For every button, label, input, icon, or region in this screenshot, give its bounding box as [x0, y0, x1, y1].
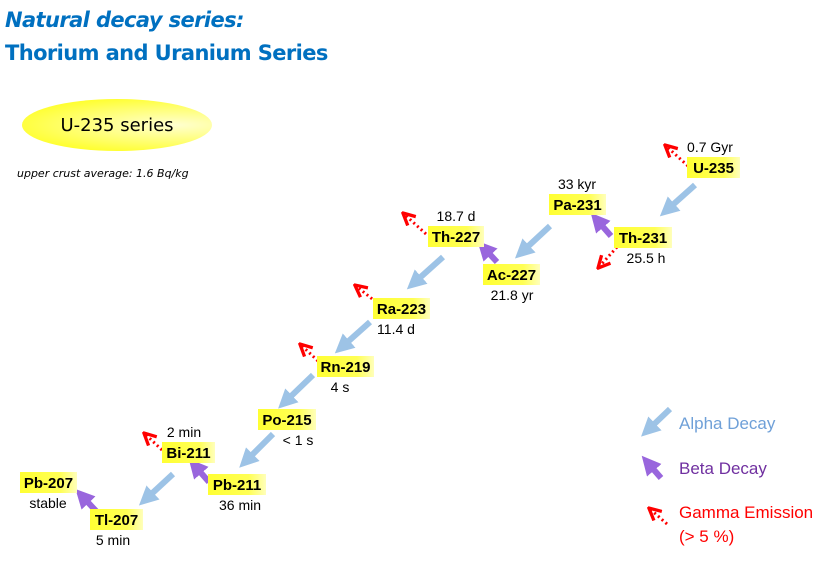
nuclide-label-box — [549, 194, 606, 215]
alpha-decay-arrow — [138, 471, 176, 506]
nuclide-rn-219: Rn-219 4 s — [317, 356, 374, 395]
alpha-decay-arrow — [659, 182, 697, 217]
nuclide-name: Po-215 — [262, 412, 311, 429]
nuclide-name: Pa-231 — [553, 197, 601, 214]
alpha-decay-arrow — [406, 254, 446, 290]
legend: Alpha Decay Beta Decay Gamma Emission (>… — [641, 406, 813, 546]
nuclide-name: Ra-223 — [377, 301, 426, 318]
half-life: 18.7 d — [437, 208, 476, 224]
gamma-emission-arrow — [145, 434, 164, 452]
half-life: 5 min — [96, 532, 130, 548]
nuclide-u-235: U-235 0.7 Gyr — [687, 139, 740, 178]
half-life: 25.5 h — [627, 250, 666, 266]
legend-alpha-arrow — [641, 406, 673, 437]
title-line-2: Thorium and Uranium Series — [5, 41, 328, 65]
gamma-emission-arrow — [356, 286, 377, 304]
nuclide-label-box — [317, 356, 374, 377]
nuclide-bi-211: Bi-211 2 min — [162, 424, 215, 463]
half-life: stable — [29, 495, 67, 511]
alpha-decay-arrow — [278, 372, 316, 409]
legend-gamma-label: Gamma Emission — [679, 503, 813, 522]
gamma-emission-arrow — [599, 245, 619, 267]
nuclide-label-box — [687, 157, 740, 178]
legend-gamma-note: (> 5 %) — [679, 527, 734, 546]
gamma-emission-arrow — [666, 146, 690, 168]
title-line-1: Natural decay series: — [5, 8, 244, 32]
nuclide-pb-207: Pb-207 stable — [20, 472, 77, 511]
nuclide-name: Th-227 — [432, 229, 480, 246]
nuclide-tl-207: Tl-207 5 min — [90, 509, 143, 548]
nuclide-ac-227: Ac-227 21.8 yr — [483, 264, 540, 303]
half-life: 4 s — [331, 379, 350, 395]
nuclide-label-box — [208, 474, 266, 495]
alpha-decay-arrow — [239, 431, 276, 468]
half-life: 2 min — [167, 424, 201, 440]
nuclide-label-box — [614, 227, 672, 248]
nuclide-th-227: Th-227 18.7 d — [428, 208, 484, 247]
half-life: 36 min — [219, 497, 261, 513]
beta-decay-arrow — [477, 240, 500, 265]
nuclide-label-box — [373, 298, 430, 319]
crust-average-note: upper crust average: 1.6 Bq/kg — [17, 167, 189, 180]
nuclide-label-box — [483, 264, 540, 285]
nuclide-th-231: Th-231 25.5 h — [614, 227, 672, 266]
half-life: 33 kyr — [558, 176, 596, 192]
nuclide-pb-211: Pb-211 36 min — [208, 474, 266, 513]
nuclide-name: Pb-211 — [213, 477, 261, 494]
series-label: U-235 series — [60, 114, 174, 136]
legend-alpha-label: Alpha Decay — [679, 414, 776, 433]
alpha-decay-arrow — [514, 223, 553, 259]
nuclide-name: Ac-227 — [487, 267, 536, 284]
beta-decay-arrow — [590, 212, 614, 238]
legend-beta-arrow — [641, 455, 664, 480]
legend-gamma-arrow — [650, 509, 668, 526]
half-life: 21.8 yr — [491, 287, 534, 303]
nuclide-name: U-235 — [693, 160, 734, 177]
legend-beta-label: Beta Decay — [679, 459, 767, 478]
nuclide-name: Rn-219 — [320, 359, 370, 376]
gamma-emission-arrow — [301, 345, 320, 363]
nuclide-label-box — [258, 409, 316, 430]
nuclide-name: Th-231 — [619, 230, 667, 247]
series-label-ellipse: U-235 series — [22, 99, 212, 151]
nuclide-label-box — [20, 472, 77, 493]
alpha-decay-arrow — [334, 319, 372, 354]
half-life: 11.4 d — [377, 321, 415, 337]
nuclide-ra-223: Ra-223 11.4 d — [373, 298, 430, 337]
half-life: 0.7 Gyr — [687, 139, 733, 155]
gamma-emission-arrow — [404, 214, 428, 236]
nuclide-po-215: Po-215 < 1 s — [258, 409, 316, 448]
nuclide-label-box — [90, 509, 143, 530]
beta-decay-arrow — [188, 458, 212, 484]
nuclide-label-box — [162, 442, 215, 463]
half-life: < 1 s — [283, 432, 314, 448]
nuclide-name: Bi-211 — [166, 445, 210, 462]
nuclide-label-box — [428, 226, 484, 247]
nuclide-pa-231: Pa-231 33 kyr — [549, 176, 606, 215]
nuclide-name: Tl-207 — [95, 512, 138, 529]
nuclide-name: Pb-207 — [24, 475, 73, 492]
